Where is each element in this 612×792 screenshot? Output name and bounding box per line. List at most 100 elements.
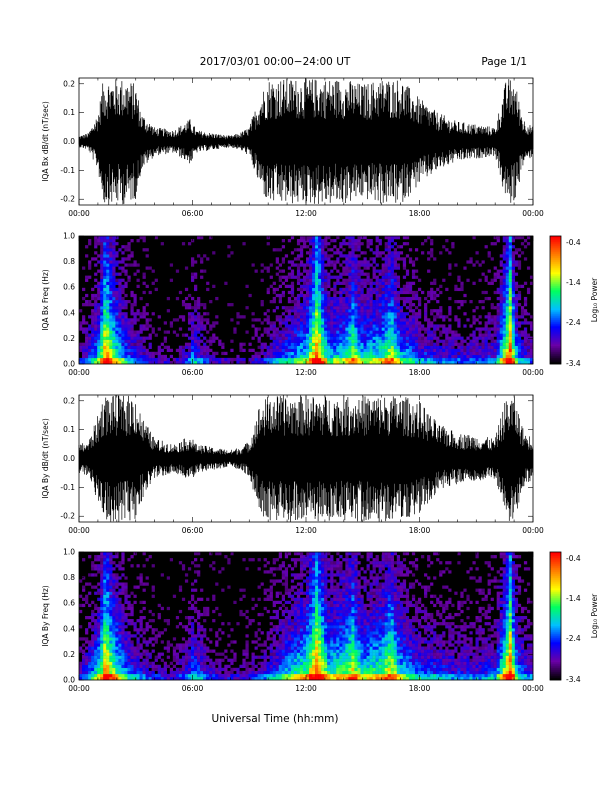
- spectrogram-cell: [306, 345, 310, 349]
- spectrogram-cell: [396, 345, 401, 349]
- spectrogram-cell: [130, 622, 134, 626]
- spectrogram-cell: [484, 351, 488, 356]
- spectrogram-cell: [206, 646, 210, 650]
- spectrogram-cell: [439, 324, 443, 328]
- spectrogram-cell: [206, 612, 210, 617]
- spectrogram-cell: [312, 342, 316, 346]
- spectrogram-cell: [378, 254, 382, 258]
- spectrogram-cell: [85, 339, 89, 343]
- spectrogram-cell: [266, 637, 270, 641]
- spectrogram-cell: [266, 634, 270, 638]
- spectrogram-cell: [384, 336, 388, 340]
- spectrogram-cell: [103, 676, 107, 681]
- spectrogram-cell: [348, 339, 352, 343]
- spectrogram-cell: [345, 254, 349, 258]
- spectrogram-cell: [360, 303, 364, 307]
- spectrogram-cell: [109, 239, 113, 243]
- spectrogram-cell: [336, 275, 340, 279]
- spectrogram-cell: [309, 257, 313, 261]
- spectrogram-cell: [251, 640, 255, 644]
- spectrogram-cell: [79, 609, 83, 614]
- spectrogram-cell: [85, 582, 89, 586]
- spectrogram-cell: [281, 345, 286, 349]
- spectrogram-cell: [357, 318, 361, 322]
- spectrogram-cell: [312, 236, 316, 240]
- spectrogram-cell: [508, 333, 513, 337]
- spectrogram-cell: [502, 345, 506, 349]
- spectrogram-cell: [306, 348, 310, 353]
- spectrogram-cell: [85, 336, 89, 340]
- spectrogram-cell: [357, 321, 361, 325]
- spectrogram-cell: [508, 254, 513, 258]
- spectrogram-cell: [369, 309, 373, 313]
- spectrogram-cell: [499, 275, 503, 279]
- spectrogram-cell: [417, 324, 422, 328]
- spectrogram-cell: [333, 303, 337, 307]
- spectrogram-cell: [160, 354, 164, 359]
- spectrogram-cell: [523, 245, 528, 249]
- spectrogram-cell: [127, 612, 131, 617]
- spectrogram-cell: [496, 269, 500, 273]
- spectrogram-cell: [133, 315, 137, 319]
- spectrogram-cell: [100, 260, 104, 264]
- spectrogram-cell: [393, 312, 397, 316]
- spectrogram-cell: [357, 287, 361, 292]
- spectrogram-cell: [97, 242, 101, 246]
- spectrogram-cell: [100, 293, 104, 298]
- spectrogram-cell: [94, 667, 98, 672]
- spectrogram-cell: [336, 309, 340, 313]
- spectrogram-cell: [88, 667, 92, 672]
- spectrogram-cell: [212, 661, 216, 665]
- spectrogram-cell: [315, 251, 319, 255]
- spectrogram-cell: [187, 655, 192, 659]
- spectrogram-cell: [478, 354, 482, 359]
- spectrogram-cell: [336, 251, 340, 255]
- spectrogram-cell: [299, 236, 304, 240]
- spectrogram-cell: [203, 670, 207, 675]
- spectrogram-cell: [520, 306, 525, 310]
- spectrogram-cell: [318, 275, 322, 279]
- spectrogram-cell: [190, 606, 195, 611]
- spectrogram-cell: [184, 306, 189, 310]
- spectrogram-cell: [448, 336, 452, 340]
- spectrogram-cell: [354, 312, 358, 316]
- spectrogram-cell: [526, 345, 531, 349]
- spectrogram-cell: [402, 342, 407, 346]
- spectrogram-cell: [372, 342, 376, 346]
- x-tick-label: 12:00: [295, 209, 317, 218]
- spectrogram-cell: [387, 251, 391, 255]
- spectrogram-cell: [466, 357, 470, 362]
- spectrogram-cell: [511, 324, 516, 328]
- spectrogram-cell: [127, 594, 131, 598]
- spectrogram-cell: [327, 351, 331, 356]
- spectrogram-cell: [321, 245, 325, 249]
- spectrogram-cell: [85, 342, 89, 346]
- spectrogram-cell: [215, 670, 219, 675]
- spectrogram-cell: [209, 640, 213, 644]
- spectrogram-cell: [97, 588, 101, 592]
- spectrogram-cell: [172, 652, 177, 656]
- spectrogram-cell: [321, 360, 325, 365]
- spectrogram-cell: [112, 591, 116, 595]
- spectrogram-cell: [121, 284, 125, 289]
- spectrogram-cell: [100, 564, 104, 568]
- spectrogram-cell: [402, 257, 407, 261]
- spectrogram-cell: [112, 269, 116, 273]
- spectrogram-cell: [321, 327, 325, 331]
- spectrogram-cell: [166, 330, 170, 334]
- spectrogram-cell: [133, 312, 137, 316]
- spectrogram-cell: [505, 257, 509, 261]
- spectrogram-cell: [475, 251, 479, 255]
- spectrogram-cell: [396, 245, 401, 249]
- spectrogram-cell: [103, 594, 107, 598]
- spectrogram-cell: [121, 290, 125, 295]
- spectrogram-cell: [508, 342, 513, 346]
- spectrogram-cell: [100, 640, 104, 644]
- spectrogram-cell: [224, 555, 228, 559]
- spectrogram-cell: [103, 333, 107, 337]
- spectrogram-cell: [94, 242, 98, 246]
- spectrogram-cell: [251, 263, 255, 267]
- spectrogram-cell: [393, 336, 397, 340]
- spectrogram-cell: [197, 649, 201, 653]
- spectrogram-cell: [469, 333, 473, 337]
